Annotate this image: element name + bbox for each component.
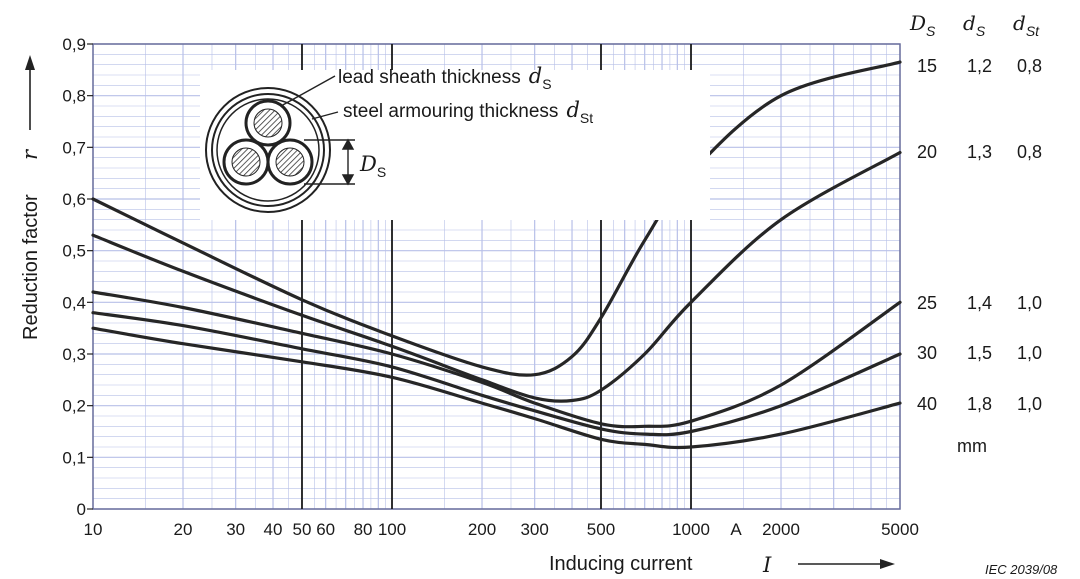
figure-reference: IEC 2039/08: [985, 562, 1058, 577]
legend-header: DS dS dSt: [909, 11, 1040, 39]
y-tick-0,5: 0,5: [62, 242, 86, 261]
legend-ds-25: 1,4: [967, 293, 992, 313]
legend-ds-20: 1,3: [967, 142, 992, 162]
svg-text:DS: DS: [909, 11, 936, 39]
y-tick-0,8: 0,8: [62, 87, 86, 106]
y-axis-title: Reduction factor: [20, 194, 42, 340]
curve-Ds-40: [91, 326, 902, 450]
x-tick-50: 50: [293, 520, 312, 539]
y-tick-0,9: 0,9: [62, 35, 86, 54]
x-tick-labels: 10 20 30 40 50 60 80 100 200 300 500 1000 A 2000 5000: [84, 520, 919, 539]
legend-dst-20: 0,8: [1017, 142, 1042, 162]
legend-Ds-40: 40: [917, 394, 937, 414]
x-tick-80: 80: [354, 520, 373, 539]
legend-unit: mm: [957, 436, 987, 456]
legend-Ds-20: 20: [917, 142, 937, 162]
x-tick-300: 300: [520, 520, 548, 539]
y-tick-0,1: 0,1: [62, 448, 86, 467]
y-tick-0,7: 0,7: [62, 138, 86, 157]
x-tick-2000: 2000: [762, 520, 800, 539]
x-tick-500: 500: [587, 520, 615, 539]
svg-text:dSt: dSt: [1013, 11, 1040, 39]
y-axis-arrow: [25, 55, 35, 130]
curve-Ds-25: [91, 290, 902, 429]
x-tick-20: 20: [174, 520, 193, 539]
sheath-diameter-label: DS: [359, 152, 386, 180]
steel-armouring-label: steel armouring thickness dSt: [343, 98, 593, 126]
x-tick-10: 10: [84, 520, 103, 539]
legend-dst-15: 0,8: [1017, 56, 1042, 76]
x-axis-title: Inducing current: [549, 553, 693, 575]
legend-dst-30: 1,0: [1017, 343, 1042, 363]
y-tick-labels: 0 0,1 0,2 0,3 0,4 0,5 0,6 0,7 0,8 0,9: [62, 35, 93, 519]
x-tick-30: 30: [226, 520, 245, 539]
x-tick-40: 40: [264, 520, 283, 539]
legend-Ds-25: 25: [917, 293, 937, 313]
y-axis-symbol: r: [18, 148, 42, 160]
inset-leader-lines: [280, 75, 355, 186]
curve-Ds-15: [91, 60, 902, 377]
lead-sheath-label: lead sheath thickness dS: [338, 64, 552, 92]
y-tick-0,6: 0,6: [62, 190, 86, 209]
x-tick-60: 60: [316, 520, 335, 539]
plot-frame: [92, 43, 901, 510]
cable-cross-section-inset: lead sheath thickness dS steel armouring …: [200, 64, 710, 220]
y-tick-0,3: 0,3: [62, 345, 86, 364]
x-tick-100: 100: [378, 520, 406, 539]
curve-Ds-20: [91, 150, 902, 403]
x-tick-1000: 1000: [672, 520, 710, 539]
legend-dst-25: 1,0: [1017, 293, 1042, 313]
x-tick-A: A: [730, 520, 742, 539]
cable-core-right: [266, 138, 314, 186]
cable-core-left: [222, 138, 270, 186]
y-tick-0: 0: [77, 500, 86, 519]
curves: [91, 60, 902, 450]
legend-ds-15: 1,2: [967, 56, 992, 76]
curve-Ds-30: [91, 311, 902, 437]
legend-dst-40: 1,0: [1017, 394, 1042, 414]
legend-ds-40: 1,8: [967, 394, 992, 414]
y-tick-0,4: 0,4: [62, 293, 86, 312]
x-axis-symbol: I: [762, 553, 772, 577]
cable-core-top: [244, 99, 292, 147]
legend-rows: 15 1,2 0,8 20 1,3 0,8 25 1,4 1,0 30 1,5 1,0 40 1,8 1,0: [917, 56, 1042, 414]
legend-ds-30: 1,5: [967, 343, 992, 363]
legend-Ds-30: 30: [917, 343, 937, 363]
y-tick-0,2: 0,2: [62, 397, 86, 416]
x-axis-arrow: [798, 559, 895, 569]
x-tick-5000: 5000: [881, 520, 919, 539]
x-tick-200: 200: [468, 520, 496, 539]
svg-text:dS: dS: [963, 11, 986, 39]
legend-Ds-15: 15: [917, 56, 937, 76]
